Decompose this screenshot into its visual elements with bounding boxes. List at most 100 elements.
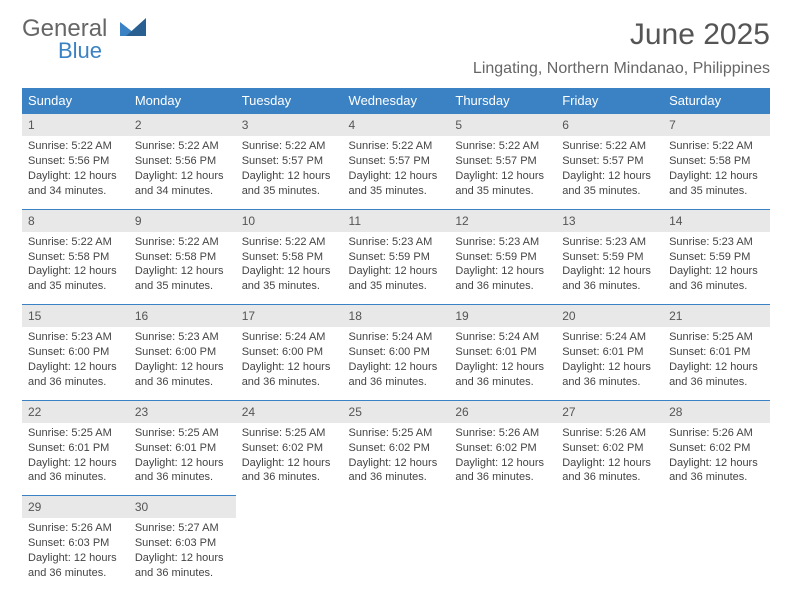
weekday-header: Tuesday [236, 88, 343, 113]
calendar-cell: .. [343, 495, 450, 591]
calendar-table: SundayMondayTuesdayWednesdayThursdayFrid… [22, 88, 770, 591]
daylight-line: Daylight: 12 hours and 36 minutes. [135, 456, 230, 486]
calendar-cell: 15Sunrise: 5:23 AMSunset: 6:00 PMDayligh… [22, 304, 129, 400]
day-details: Sunrise: 5:22 AMSunset: 5:57 PMDaylight:… [556, 136, 663, 208]
weekday-header: Wednesday [343, 88, 450, 113]
day-details: Sunrise: 5:22 AMSunset: 5:57 PMDaylight:… [236, 136, 343, 208]
sunset-line: Sunset: 6:01 PM [562, 345, 657, 360]
calendar-cell: 11Sunrise: 5:23 AMSunset: 5:59 PMDayligh… [343, 209, 450, 305]
day-number: 19 [449, 304, 556, 327]
sunset-line: Sunset: 5:58 PM [135, 250, 230, 265]
calendar-row: 8Sunrise: 5:22 AMSunset: 5:58 PMDaylight… [22, 209, 770, 305]
calendar-cell: 1Sunrise: 5:22 AMSunset: 5:56 PMDaylight… [22, 113, 129, 209]
sunrise-line: Sunrise: 5:23 AM [455, 235, 550, 250]
daylight-line: Daylight: 12 hours and 35 minutes. [135, 264, 230, 294]
day-details: Sunrise: 5:25 AMSunset: 6:02 PMDaylight:… [343, 423, 450, 495]
calendar-body: 1Sunrise: 5:22 AMSunset: 5:56 PMDaylight… [22, 113, 770, 591]
sunset-line: Sunset: 6:00 PM [135, 345, 230, 360]
calendar-cell: .. [236, 495, 343, 591]
sunrise-line: Sunrise: 5:25 AM [669, 330, 764, 345]
day-details: Sunrise: 5:26 AMSunset: 6:02 PMDaylight:… [663, 423, 770, 495]
day-number: 16 [129, 304, 236, 327]
sunset-line: Sunset: 5:56 PM [28, 154, 123, 169]
calendar-row: 1Sunrise: 5:22 AMSunset: 5:56 PMDaylight… [22, 113, 770, 209]
daylight-line: Daylight: 12 hours and 34 minutes. [28, 169, 123, 199]
sunset-line: Sunset: 6:02 PM [349, 441, 444, 456]
logo-triangle-icon [120, 15, 146, 42]
calendar-cell: 21Sunrise: 5:25 AMSunset: 6:01 PMDayligh… [663, 304, 770, 400]
day-details: Sunrise: 5:27 AMSunset: 6:03 PMDaylight:… [129, 518, 236, 590]
calendar-cell: 19Sunrise: 5:24 AMSunset: 6:01 PMDayligh… [449, 304, 556, 400]
calendar-cell: 17Sunrise: 5:24 AMSunset: 6:00 PMDayligh… [236, 304, 343, 400]
day-number: 14 [663, 209, 770, 232]
calendar-cell: 23Sunrise: 5:25 AMSunset: 6:01 PMDayligh… [129, 400, 236, 496]
day-details: Sunrise: 5:23 AMSunset: 5:59 PMDaylight:… [663, 232, 770, 304]
day-number: 1 [22, 113, 129, 136]
daylight-line: Daylight: 12 hours and 36 minutes. [242, 456, 337, 486]
daylight-line: Daylight: 12 hours and 34 minutes. [135, 169, 230, 199]
day-number: 6 [556, 113, 663, 136]
sunset-line: Sunset: 5:57 PM [562, 154, 657, 169]
daylight-line: Daylight: 12 hours and 36 minutes. [349, 456, 444, 486]
daylight-line: Daylight: 12 hours and 35 minutes. [669, 169, 764, 199]
calendar-cell: .. [663, 495, 770, 591]
daylight-line: Daylight: 12 hours and 36 minutes. [349, 360, 444, 390]
sunrise-line: Sunrise: 5:23 AM [349, 235, 444, 250]
sunset-line: Sunset: 6:00 PM [28, 345, 123, 360]
sunrise-line: Sunrise: 5:23 AM [28, 330, 123, 345]
weekday-header: Sunday [22, 88, 129, 113]
title-block: June 2025 Lingating, Northern Mindanao, … [473, 18, 770, 78]
sunrise-line: Sunrise: 5:24 AM [562, 330, 657, 345]
day-number: 3 [236, 113, 343, 136]
day-number: 30 [129, 495, 236, 518]
day-number: 4 [343, 113, 450, 136]
sunrise-line: Sunrise: 5:25 AM [28, 426, 123, 441]
sunset-line: Sunset: 6:01 PM [28, 441, 123, 456]
logo-text: General Blue [22, 18, 146, 62]
logo-word-2: Blue [58, 41, 146, 62]
sunrise-line: Sunrise: 5:22 AM [135, 235, 230, 250]
calendar-cell: 10Sunrise: 5:22 AMSunset: 5:58 PMDayligh… [236, 209, 343, 305]
daylight-line: Daylight: 12 hours and 35 minutes. [242, 169, 337, 199]
weekday-header: Monday [129, 88, 236, 113]
day-details: Sunrise: 5:22 AMSunset: 5:57 PMDaylight:… [343, 136, 450, 208]
day-number: 22 [22, 400, 129, 423]
sunrise-line: Sunrise: 5:22 AM [135, 139, 230, 154]
calendar-cell: 5Sunrise: 5:22 AMSunset: 5:57 PMDaylight… [449, 113, 556, 209]
day-number: 20 [556, 304, 663, 327]
day-details: Sunrise: 5:23 AMSunset: 5:59 PMDaylight:… [343, 232, 450, 304]
sunset-line: Sunset: 5:59 PM [349, 250, 444, 265]
calendar-cell: 22 Sunrise: 5:25 AMSunset: 6:01 PMDayligh… [22, 400, 129, 496]
weekday-header: Friday [556, 88, 663, 113]
daylight-line: Daylight: 12 hours and 36 minutes. [28, 456, 123, 486]
logo: General Blue [22, 18, 146, 62]
sunrise-line: Sunrise: 5:22 AM [28, 139, 123, 154]
location-text: Lingating, Northern Mindanao, Philippine… [473, 60, 770, 78]
day-number: 26 [449, 400, 556, 423]
daylight-line: Daylight: 12 hours and 36 minutes. [669, 456, 764, 486]
weekday-header: Saturday [663, 88, 770, 113]
daylight-line: Daylight: 12 hours and 36 minutes. [455, 456, 550, 486]
calendar-row: 29Sunrise: 5:26 AMSunset: 6:03 PMDayligh… [22, 495, 770, 591]
sunrise-line: Sunrise: 5:24 AM [242, 330, 337, 345]
calendar-cell: 9 Sunrise: 5:22 AMSunset: 5:58 PMDaylight… [129, 209, 236, 305]
sunset-line: Sunset: 5:58 PM [669, 154, 764, 169]
day-number: 13 [556, 209, 663, 232]
sunrise-line: Sunrise: 5:26 AM [669, 426, 764, 441]
day-details: Sunrise: 5:22 AMSunset: 5:56 PMDaylight:… [22, 136, 129, 208]
sunrise-line: Sunrise: 5:26 AM [562, 426, 657, 441]
daylight-line: Daylight: 12 hours and 36 minutes. [28, 360, 123, 390]
calendar-row: 22Sunrise: 5:25 AMSunset: 6:01 PMDayligh… [22, 400, 770, 496]
sunset-line: Sunset: 5:57 PM [349, 154, 444, 169]
day-details: Sunrise: 5:22 AMSunset: 5:58 PMDaylight:… [22, 232, 129, 304]
sunrise-line: Sunrise: 5:22 AM [349, 139, 444, 154]
day-number: 23 [129, 400, 236, 423]
daylight-line: Daylight: 12 hours and 35 minutes. [28, 264, 123, 294]
day-number: 7 [663, 113, 770, 136]
sunrise-line: Sunrise: 5:24 AM [349, 330, 444, 345]
day-number: 9 [129, 209, 236, 232]
day-number: 28 [663, 400, 770, 423]
calendar-cell: 18Sunrise: 5:24 AMSunset: 6:00 PMDayligh… [343, 304, 450, 400]
calendar-cell: .. [449, 495, 556, 591]
sunrise-line: Sunrise: 5:25 AM [135, 426, 230, 441]
